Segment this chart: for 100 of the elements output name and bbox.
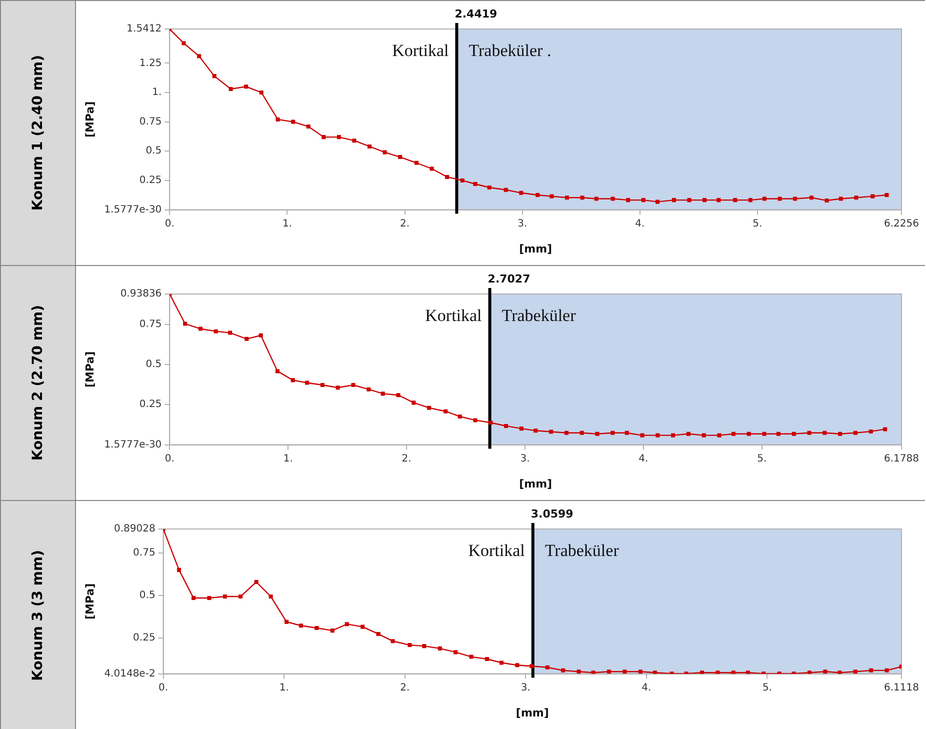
point [314,626,319,630]
point [320,383,324,388]
x-tick-label: 0. [158,682,168,694]
point [702,198,707,202]
point [638,670,642,674]
point [504,188,508,192]
point [228,86,233,91]
point [254,580,258,584]
annotation: Kortikal [425,306,482,325]
point [198,326,202,331]
point [368,144,372,148]
point [519,426,524,431]
point [748,198,752,202]
text: Konum 2 (2.70 mm) [30,305,46,461]
point [460,178,464,182]
point [244,336,249,341]
point [686,432,690,436]
point [191,596,196,600]
point [591,670,596,674]
point [561,668,566,672]
x-tick-label: 4. [642,682,652,694]
point [408,643,412,648]
x-axis-title: [mm] [516,706,549,720]
point [197,54,202,58]
y-tick-label: 1.25 [139,58,162,69]
point [469,654,474,659]
point [792,432,796,436]
point [330,628,334,633]
point [488,420,493,425]
point [430,166,434,171]
point [762,196,766,201]
y-tick-label: 0.93836 [120,288,162,300]
point [838,670,842,674]
point [762,432,766,436]
point [336,386,340,390]
point [564,430,568,435]
point [276,117,280,122]
x-tick-label: 0. [164,218,174,230]
y-tick-label: 0.75 [139,318,162,330]
point [672,198,676,202]
point [822,430,827,435]
point [536,193,540,198]
point [640,433,644,438]
x-axis-title: [mm] [519,477,552,490]
point [427,406,432,410]
point [733,198,738,202]
point [869,668,874,672]
point [444,409,448,414]
point [352,138,356,143]
point [414,160,419,165]
text: Konum 3 (3 mm) [30,550,46,680]
point [870,194,875,198]
point [445,174,450,179]
point [550,194,554,198]
point [823,670,828,674]
point [700,670,704,674]
point [360,624,365,629]
point [530,664,534,668]
point [884,193,889,198]
point [259,90,264,95]
point [412,400,416,405]
point [396,393,400,398]
x-tick-label: 1. [279,682,289,694]
y-tick-label: 0.5 [146,359,162,370]
y-tick-label: 0.25 [139,399,162,410]
point [717,433,722,438]
point [499,660,504,665]
x-tick-label: 0. [164,453,174,464]
y-tick-label: 0.75 [133,547,156,558]
point [656,433,660,438]
x-tick-label: 3. [520,682,530,694]
point [473,418,478,422]
point [606,670,612,674]
point [652,670,657,674]
point [534,428,538,433]
point [545,665,550,670]
point [656,200,660,204]
point [853,430,858,435]
x-tick-label: 4. [638,453,648,464]
point [336,135,341,140]
point [214,329,218,334]
y-tick-label: 4.0148e-2 [104,668,156,680]
point [580,196,584,200]
point [610,196,615,201]
point [438,646,442,650]
point [454,650,458,654]
point [351,383,356,388]
point [853,670,858,674]
point [458,414,462,419]
point [207,596,212,600]
point [776,432,780,436]
y-axis-title: [MPa] [83,101,96,138]
point [322,135,326,140]
ref-line-label: 3.0599 [530,507,574,520]
point [746,670,750,674]
point [473,182,478,186]
point [610,430,615,435]
x-tick-label: 2. [400,218,410,230]
point [515,663,520,668]
point [622,670,627,674]
